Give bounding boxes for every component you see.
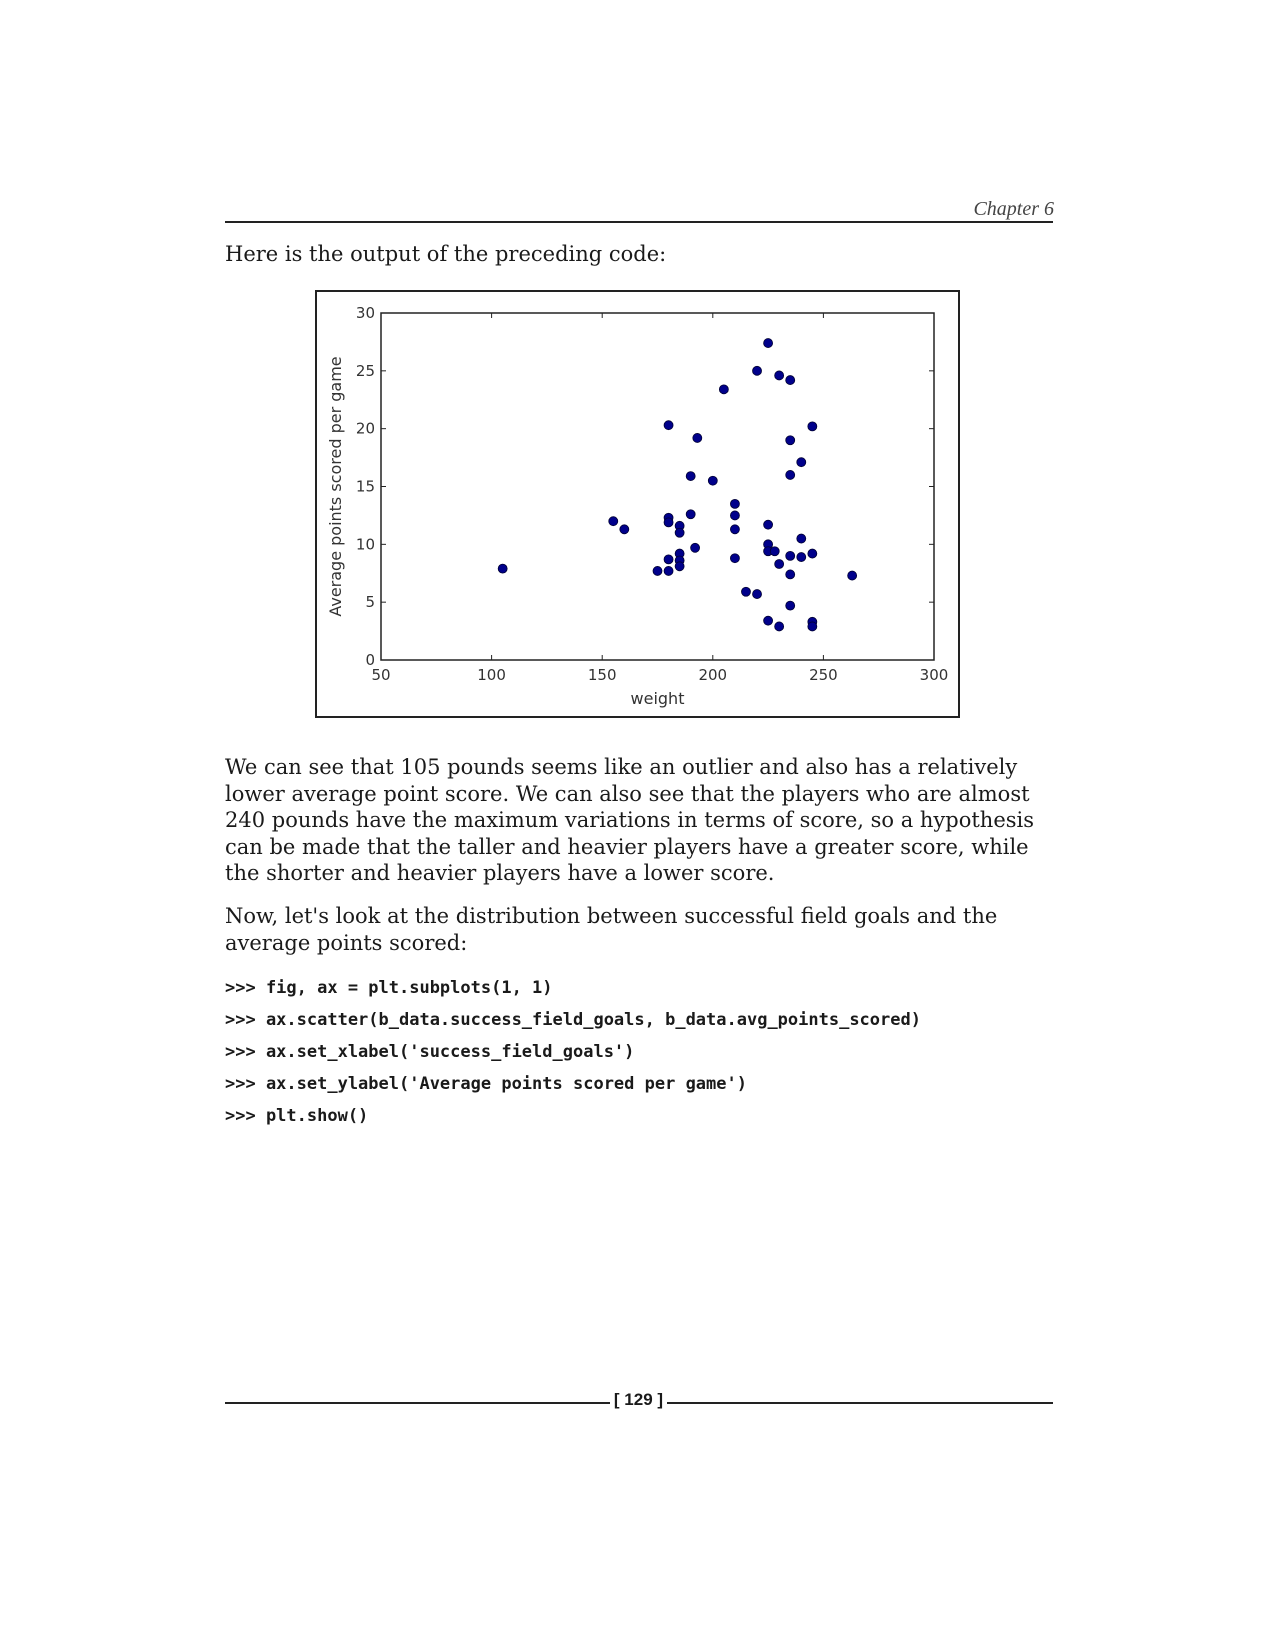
plot-area-frame xyxy=(380,312,935,661)
scatter-point xyxy=(663,420,674,431)
scatter-point xyxy=(807,548,818,559)
scatter-point xyxy=(807,621,818,632)
y-tick-label: 10 xyxy=(356,535,375,553)
chapter-header: Chapter 6 xyxy=(973,198,1054,220)
scatter-point xyxy=(652,566,663,576)
code-block: >>> fig, ax = plt.subplots(1, 1) >>> ax.… xyxy=(225,972,1055,1132)
scatter-point xyxy=(763,338,774,348)
scatter-point xyxy=(796,552,807,562)
scatter-point xyxy=(785,550,796,561)
scatter-point xyxy=(785,470,796,480)
scatter-point xyxy=(674,527,685,538)
y-axis-label: Average points scored per game xyxy=(326,356,345,616)
scatter-point xyxy=(796,533,807,544)
scatter-point xyxy=(692,433,703,443)
x-tick-label: 250 xyxy=(809,666,838,684)
y-tick-label: 5 xyxy=(365,593,375,611)
scatter-point xyxy=(752,589,762,599)
code-line: >>> plt.show() xyxy=(225,1106,369,1126)
scatter-point xyxy=(608,516,619,527)
scatter-point xyxy=(685,471,696,481)
scatter-point xyxy=(741,586,751,597)
scatter-figure: 50 100 150 200 250 300 0 5 10 15 20 25 30 weight Av… xyxy=(315,290,960,718)
scatter-point xyxy=(763,519,774,530)
footer-rule-right xyxy=(667,1402,1053,1404)
scatter-point xyxy=(847,570,858,581)
scatter-point xyxy=(718,384,729,395)
x-tick-label: 150 xyxy=(588,666,617,684)
scatter-point xyxy=(619,524,630,535)
code-line: >>> ax.set_xlabel('success_field_goals') xyxy=(225,1042,635,1062)
y-tick-label: 15 xyxy=(356,478,375,496)
y-tick-labels: 0 5 10 15 20 25 30 xyxy=(356,304,375,669)
scatter-point xyxy=(785,375,796,385)
x-tick-labels: 50 100 150 200 250 300 xyxy=(371,666,948,684)
x-tick-label: 100 xyxy=(477,666,506,684)
data-points xyxy=(497,338,858,632)
scatter-point xyxy=(730,524,740,535)
scatter-point xyxy=(674,561,685,572)
code-line: >>> ax.scatter(b_data.success_field_goal… xyxy=(225,1010,921,1030)
body-paragraph-1: We can see that 105 pounds seems like an… xyxy=(225,755,1035,885)
x-tick-label: 300 xyxy=(920,666,949,684)
footer-rule-left xyxy=(225,1402,610,1404)
scatter-point xyxy=(663,566,674,576)
scatter-point xyxy=(685,509,696,520)
scatter-point xyxy=(774,559,785,569)
code-line: >>> ax.set_ylabel('Average points scored… xyxy=(225,1074,747,1094)
scatter-point xyxy=(730,553,740,564)
y-tick-label: 20 xyxy=(356,420,375,438)
scatter-point xyxy=(730,498,740,509)
intro-text: Here is the output of the preceding code… xyxy=(225,242,667,266)
y-tick-label: 30 xyxy=(356,304,375,322)
scatter-point xyxy=(807,421,818,432)
scatter-chart: 50 100 150 200 250 300 0 5 10 15 20 25 30 weight Av… xyxy=(326,304,948,708)
scatter-point xyxy=(497,563,508,574)
scatter-point xyxy=(752,365,762,376)
scatter-point xyxy=(774,621,785,632)
header-rule xyxy=(225,221,1053,223)
scatter-point xyxy=(690,542,701,553)
x-tick-label: 200 xyxy=(698,666,727,684)
x-tick-label: 50 xyxy=(371,666,390,684)
y-tick-label: 0 xyxy=(365,651,375,669)
y-tick-label: 25 xyxy=(356,362,375,380)
scatter-point xyxy=(663,554,674,565)
scatter-point xyxy=(707,475,718,486)
code-line: >>> fig, ax = plt.subplots(1, 1) xyxy=(225,978,553,998)
axis-ticks xyxy=(380,312,935,661)
x-axis-label: weight xyxy=(631,689,685,708)
scatter-point xyxy=(785,435,796,446)
scatter-point xyxy=(763,615,774,626)
scatter-point xyxy=(796,457,807,468)
scatter-point xyxy=(663,517,674,528)
scatter-point xyxy=(730,510,740,521)
scatter-point xyxy=(785,600,796,611)
page-number: [ 129 ] xyxy=(613,1390,664,1409)
scatter-point xyxy=(785,569,796,580)
scatter-point xyxy=(774,370,785,381)
body-paragraph-2: Now, let's look at the distribution betw… xyxy=(225,904,998,955)
scatter-point xyxy=(769,546,780,557)
